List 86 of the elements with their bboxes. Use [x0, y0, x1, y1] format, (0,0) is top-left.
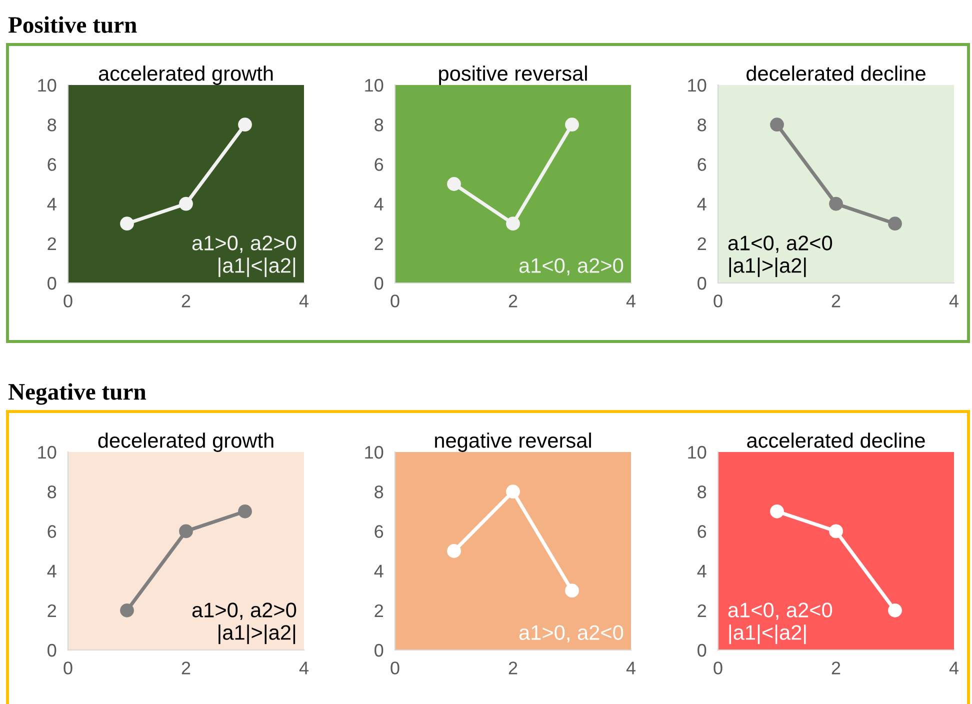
y-tick-label: 8: [48, 118, 56, 132]
y-tick-label: 6: [48, 525, 56, 538]
point: [179, 196, 193, 211]
x-tick-label: 0: [390, 294, 400, 308]
annotation: a1<0, a2<0 |a1|<|a2|: [728, 602, 832, 644]
annotation: a1<0, a2>0: [519, 258, 624, 276]
point: [447, 177, 461, 191]
x-tick-label: 0: [714, 294, 722, 308]
y-tick-label: 6: [698, 525, 706, 538]
point: [770, 118, 784, 132]
x-tick-label: 2: [832, 662, 840, 674]
y-tick-label: 0: [48, 276, 56, 290]
x-tick-label: 4: [299, 662, 308, 674]
x-tick-label: 0: [64, 294, 72, 308]
y-tick-label: 4: [697, 198, 706, 210]
y-tick-label: 6: [48, 158, 56, 171]
point: [506, 216, 520, 231]
x-tick-label: 0: [390, 662, 400, 674]
y-tick-label: 2: [698, 237, 706, 250]
point: [120, 603, 134, 618]
y-tick-label: 4: [697, 564, 706, 578]
y-tick-label: 10: [688, 446, 706, 459]
y-tick-label: 10: [365, 78, 384, 92]
point: [829, 196, 843, 211]
x-tick-label: 0: [64, 662, 72, 674]
chart-title: decelerated decline: [746, 66, 926, 81]
y-tick-label: 0: [48, 644, 56, 657]
y-tick-label: 2: [48, 237, 56, 250]
point: [888, 216, 902, 231]
x-tick-label: 4: [299, 294, 308, 308]
point: [238, 504, 252, 518]
point: [565, 118, 579, 132]
point: [120, 216, 134, 231]
y-tick-label: 0: [374, 276, 384, 290]
x-tick-label: 2: [182, 294, 190, 308]
x-tick-label: 4: [626, 294, 636, 308]
annotation: a1>0, a2<0: [519, 625, 624, 642]
x-tick-label: 4: [949, 294, 958, 308]
chart-title: decelerated growth: [98, 432, 274, 452]
point: [447, 544, 461, 558]
x-tick-label: 4: [949, 662, 958, 674]
point: [565, 584, 579, 598]
point: [888, 603, 902, 618]
y-tick-label: 10: [688, 78, 706, 92]
x-tick-label: 2: [508, 662, 518, 674]
y-tick-label: 8: [48, 486, 56, 498]
y-tick-label: 6: [374, 158, 384, 171]
chart-subtitle: Negative turn: [8, 383, 146, 405]
y-tick-label: 4: [47, 198, 56, 210]
y-tick-label: 4: [374, 564, 384, 578]
y-tick-label: 0: [698, 644, 706, 657]
y-tick-label: 10: [365, 446, 384, 459]
x-tick-label: 2: [832, 294, 840, 308]
point: [770, 504, 784, 518]
y-tick-label: 8: [698, 486, 706, 498]
point: [179, 524, 193, 538]
y-tick-label: 2: [48, 604, 56, 617]
point: [829, 524, 843, 538]
y-tick-label: 4: [374, 198, 384, 210]
annotation: a1>0, a2>0 |a1|<|a2|: [192, 236, 296, 278]
y-tick-label: 4: [47, 564, 56, 578]
y-tick-label: 0: [374, 644, 384, 657]
y-tick-label: 8: [698, 118, 706, 132]
annotation: a1>0, a2>0 |a1|>|a2|: [192, 602, 296, 644]
x-tick-label: 0: [714, 662, 722, 674]
chart-title: positive reversal: [439, 66, 587, 85]
chart-subtitle: Positive turn: [8, 16, 137, 33]
point: [238, 118, 252, 132]
y-tick-label: 2: [374, 604, 383, 617]
y-tick-label: 10: [38, 78, 56, 92]
x-tick-label: 4: [626, 662, 636, 674]
y-tick-label: 0: [698, 276, 706, 290]
x-tick-label: 2: [508, 294, 518, 308]
y-tick-label: 2: [698, 604, 706, 617]
y-tick-label: 6: [698, 158, 706, 171]
y-tick-label: 2: [374, 237, 383, 250]
annotation: a1<0, a2<0 |a1|>|a2|: [728, 236, 832, 278]
x-tick-label: 2: [182, 662, 190, 674]
y-tick-label: 8: [374, 486, 384, 498]
y-tick-label: 8: [374, 118, 384, 132]
chart-title: accelerated decline: [747, 432, 925, 448]
chart-title: accelerated growth: [98, 66, 273, 85]
chart-title: negative reversal: [435, 432, 591, 452]
y-tick-label: 10: [38, 446, 56, 459]
y-tick-label: 6: [374, 525, 384, 538]
point: [506, 484, 520, 499]
